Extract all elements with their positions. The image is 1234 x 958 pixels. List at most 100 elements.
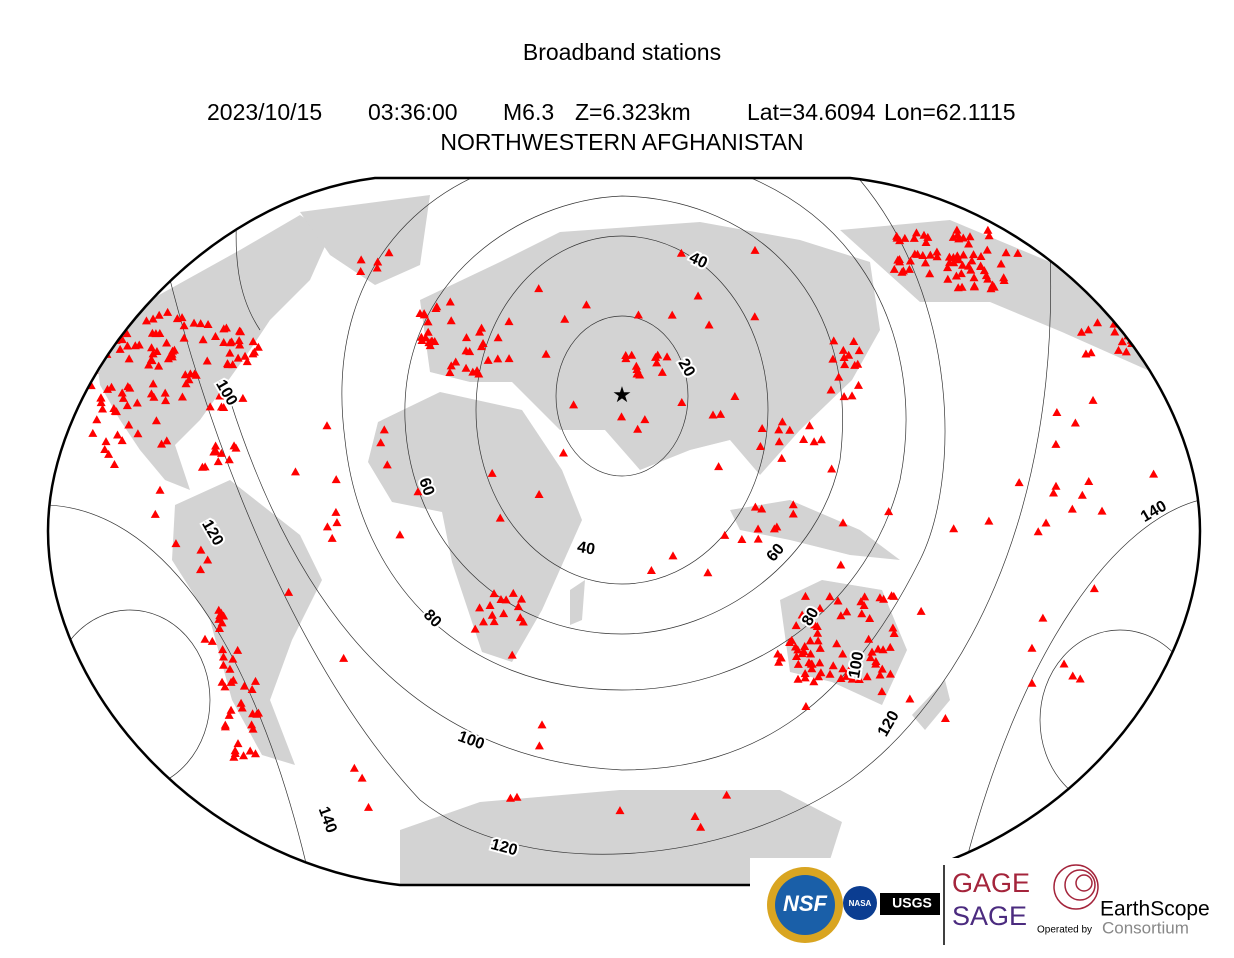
logo-sage: SAGE xyxy=(952,901,1027,931)
station xyxy=(730,391,740,400)
region: NORTHWESTERN AFGHANISTAN xyxy=(440,129,803,155)
station xyxy=(969,250,979,259)
station xyxy=(558,448,568,457)
station xyxy=(229,441,239,450)
station xyxy=(216,448,226,457)
station xyxy=(885,669,895,678)
station xyxy=(415,309,425,318)
station xyxy=(800,669,810,678)
station xyxy=(1027,643,1037,652)
station xyxy=(224,710,234,719)
contour-label: 100 xyxy=(456,728,487,753)
station xyxy=(147,343,157,352)
station xyxy=(489,589,499,598)
station xyxy=(196,319,206,328)
station xyxy=(332,518,342,527)
land xyxy=(95,195,1152,885)
station xyxy=(327,533,337,542)
station xyxy=(976,262,986,271)
station xyxy=(750,502,760,511)
station xyxy=(331,475,341,484)
station xyxy=(753,534,763,543)
station xyxy=(103,384,113,393)
station xyxy=(774,425,784,434)
station xyxy=(932,247,942,256)
station xyxy=(1121,347,1131,356)
station xyxy=(229,752,239,761)
station xyxy=(109,309,119,318)
station xyxy=(96,393,106,402)
station xyxy=(475,327,485,336)
station xyxy=(806,649,816,658)
station xyxy=(234,336,244,345)
station xyxy=(774,437,784,446)
station xyxy=(163,307,173,316)
station xyxy=(918,251,928,260)
logo-nsf: NSF xyxy=(783,891,828,916)
station xyxy=(233,353,243,362)
station xyxy=(110,310,120,319)
station xyxy=(615,806,625,815)
logo-consortium: Consortium xyxy=(1102,918,1189,937)
station xyxy=(888,623,898,632)
station xyxy=(537,720,547,729)
station xyxy=(864,634,874,643)
station xyxy=(205,402,215,411)
station xyxy=(515,613,525,622)
station xyxy=(132,398,142,407)
station xyxy=(800,673,810,682)
station xyxy=(844,350,854,359)
station xyxy=(203,320,213,329)
station xyxy=(871,657,881,666)
station xyxy=(423,317,433,326)
station xyxy=(703,568,713,577)
station xyxy=(829,336,839,345)
station xyxy=(889,628,899,637)
event-time: 03:36:00 xyxy=(368,99,458,125)
station xyxy=(984,516,994,525)
station xyxy=(111,407,121,416)
station xyxy=(800,591,810,600)
station xyxy=(1075,674,1085,683)
station xyxy=(284,587,294,596)
station xyxy=(1110,327,1120,336)
station xyxy=(1089,584,1099,593)
station xyxy=(151,416,161,425)
station xyxy=(94,341,104,350)
event-magnitude: M6.3 xyxy=(503,99,554,125)
station xyxy=(104,449,114,458)
station xyxy=(925,250,935,259)
station xyxy=(518,617,528,626)
station xyxy=(372,263,382,272)
station xyxy=(910,249,920,258)
station xyxy=(253,342,263,351)
station xyxy=(493,354,503,363)
station xyxy=(1077,490,1087,499)
station xyxy=(969,273,979,282)
station xyxy=(146,355,156,364)
station xyxy=(485,600,495,609)
station xyxy=(117,335,127,344)
station xyxy=(214,605,224,614)
station xyxy=(154,310,164,319)
station xyxy=(123,382,133,391)
station xyxy=(384,248,394,257)
station xyxy=(948,252,958,261)
station xyxy=(122,329,132,338)
station xyxy=(88,320,98,329)
station xyxy=(865,653,875,662)
station xyxy=(965,232,975,241)
station xyxy=(382,460,392,469)
station xyxy=(1097,506,1107,515)
station xyxy=(958,250,968,259)
station xyxy=(445,367,455,376)
station xyxy=(838,345,848,354)
station xyxy=(155,485,165,494)
station xyxy=(218,645,228,654)
station xyxy=(1117,337,1127,346)
station xyxy=(945,257,955,266)
station xyxy=(810,620,820,629)
station xyxy=(1070,418,1080,427)
station xyxy=(162,338,172,347)
